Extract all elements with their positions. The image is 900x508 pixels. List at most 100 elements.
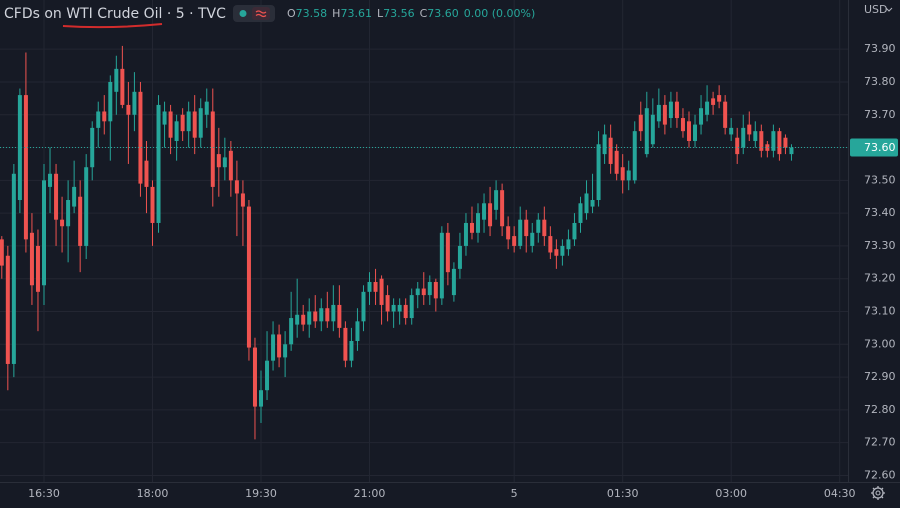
candle-body [717, 95, 722, 102]
currency-label[interactable]: USD [864, 3, 888, 16]
gear-hub [875, 490, 881, 496]
candle-body [463, 222, 468, 246]
candle-body [277, 334, 282, 358]
candle-body [451, 268, 456, 296]
candle-body [494, 190, 499, 210]
candle-body [723, 101, 728, 128]
last-price-label: 73.60 [864, 141, 896, 154]
candle-body [156, 104, 161, 223]
candle-body [361, 291, 366, 322]
candle-body [84, 167, 89, 246]
candle-body [240, 193, 245, 207]
candle-body [668, 101, 673, 119]
candles [0, 45, 794, 440]
candle-body [144, 160, 149, 187]
candle-body [246, 206, 251, 348]
candle-body [331, 304, 336, 322]
candle-body [632, 131, 637, 181]
candle-body [391, 304, 396, 312]
candle-body [252, 347, 257, 407]
candle-body [162, 111, 167, 125]
candle-body [439, 232, 444, 299]
candle-body [512, 236, 517, 246]
ohlc-value: 73.56 [383, 7, 415, 20]
y-tick-label: 73.10 [864, 304, 896, 317]
candle-body [608, 137, 613, 164]
candle-body [78, 196, 83, 246]
candle-body [735, 137, 740, 155]
candle-body [54, 173, 59, 220]
candle-body [355, 321, 360, 342]
candle-body [662, 104, 667, 125]
candle-body [216, 154, 221, 168]
candle-body [656, 104, 661, 122]
candle-body [5, 255, 10, 364]
chart-title[interactable]: CFDs on WTI Crude Oil · 5 · TVC [4, 6, 226, 22]
settings-icon[interactable] [871, 486, 885, 500]
candle-body [301, 314, 306, 325]
candle-body [469, 222, 474, 233]
candle-body [566, 239, 571, 250]
candle-body [693, 124, 698, 141]
change-value: 0.00 (0.00%) [464, 7, 536, 20]
candle-body [150, 186, 155, 223]
candle-body [741, 127, 746, 148]
candle-body [433, 281, 438, 299]
candle-body [343, 327, 348, 361]
toggle-button[interactable] [252, 7, 270, 20]
candle-body [644, 108, 649, 155]
candle-body [192, 111, 197, 138]
candle-body [674, 101, 679, 119]
y-tick-label: 73.80 [864, 75, 896, 88]
candle-body [590, 200, 595, 207]
candle-body [783, 137, 788, 148]
candle-body [108, 81, 113, 122]
x-tick-label: 19:30 [245, 487, 277, 500]
x-tick-label: 16:30 [28, 487, 60, 500]
candle-body [759, 131, 764, 151]
candle-body [114, 68, 119, 92]
candle-body [234, 180, 239, 194]
candle-body [638, 114, 643, 132]
ohlc-key: O [287, 7, 296, 20]
toggle-icon [255, 10, 267, 18]
candle-body [488, 203, 493, 227]
y-tick-label: 73.90 [864, 42, 896, 55]
candle-body [614, 150, 619, 174]
candle-body [397, 304, 402, 312]
candle-body [530, 232, 535, 246]
candle-body [96, 111, 101, 128]
candle-body [35, 245, 40, 292]
ohlc-key: C [420, 7, 428, 20]
y-tick-label: 72.90 [864, 370, 896, 383]
candle-body [66, 200, 71, 227]
candle-body [560, 245, 565, 256]
candle-body [415, 288, 420, 296]
candle-body [29, 232, 34, 286]
candle-body [572, 222, 577, 240]
candle-body [524, 219, 529, 237]
candle-body [325, 308, 330, 322]
candle-body [337, 304, 342, 328]
candle-body [596, 144, 601, 201]
x-tick-label: 21:00 [354, 487, 386, 500]
candle-body [427, 281, 432, 296]
underline-annotation [62, 23, 163, 29]
candle-body [90, 127, 95, 168]
x-tick-label: 5 [511, 487, 518, 500]
ohlc-value: 73.61 [340, 7, 372, 20]
gear-teeth [871, 486, 885, 500]
y-tick-label: 72.80 [864, 403, 896, 416]
candle-body [23, 95, 28, 240]
candle-body [17, 95, 22, 201]
candle-body [421, 288, 426, 296]
candle-body [186, 111, 191, 132]
candle-body [753, 131, 758, 141]
candle-body [307, 311, 312, 325]
ohlc-key: H [332, 7, 340, 20]
candle-body [789, 147, 794, 155]
candle-body [271, 334, 276, 361]
candle-body [198, 108, 203, 138]
y-tick-label: 73.50 [864, 173, 896, 186]
